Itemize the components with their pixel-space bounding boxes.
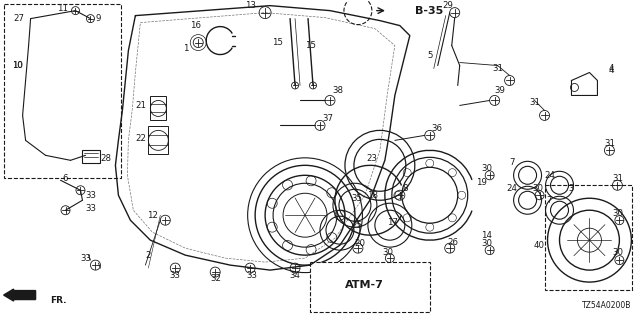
Text: 37: 37: [323, 114, 333, 123]
Text: 27: 27: [13, 14, 24, 23]
Text: 5: 5: [427, 51, 433, 60]
Text: 10: 10: [12, 61, 23, 70]
Text: 2: 2: [145, 251, 151, 260]
Text: TZ54A0200B: TZ54A0200B: [582, 301, 632, 310]
Text: 38: 38: [332, 86, 344, 95]
Text: 19: 19: [476, 178, 487, 187]
Text: 1: 1: [182, 44, 188, 53]
Text: 29: 29: [442, 1, 453, 10]
FancyArrow shape: [4, 289, 36, 301]
Text: 20: 20: [355, 239, 365, 248]
Text: B-35: B-35: [415, 6, 443, 16]
Text: 31: 31: [604, 139, 615, 148]
Text: 10: 10: [12, 61, 23, 70]
Text: 30: 30: [532, 184, 543, 193]
Text: 16: 16: [189, 21, 201, 30]
Text: 21: 21: [135, 101, 146, 110]
Text: 11: 11: [57, 4, 68, 13]
Text: 28: 28: [100, 154, 111, 163]
Text: 40: 40: [534, 241, 545, 250]
Text: 26: 26: [447, 238, 458, 247]
Text: 12: 12: [147, 211, 158, 220]
Bar: [310, 262, 430, 312]
Text: 17: 17: [387, 218, 398, 227]
Text: 22: 22: [135, 134, 146, 143]
Text: 31: 31: [492, 64, 503, 73]
Text: 4: 4: [609, 64, 614, 73]
Text: 33: 33: [170, 271, 180, 280]
Text: 4: 4: [609, 66, 614, 75]
Text: 24: 24: [544, 171, 555, 180]
Bar: [148, 126, 168, 154]
Text: 18: 18: [367, 191, 378, 200]
Text: 9: 9: [96, 14, 101, 23]
Text: 8: 8: [402, 184, 408, 193]
Text: 7: 7: [547, 196, 552, 205]
Bar: [150, 96, 166, 120]
Text: 25: 25: [351, 221, 362, 230]
Bar: [545, 185, 632, 290]
Text: 33: 33: [80, 254, 91, 263]
Text: 13: 13: [244, 1, 255, 10]
Text: 33: 33: [85, 191, 96, 200]
Bar: [83, 150, 100, 163]
Text: 32: 32: [211, 274, 221, 283]
Text: 7: 7: [509, 158, 515, 167]
Text: 30: 30: [382, 248, 394, 257]
Text: 6: 6: [63, 174, 68, 183]
Text: 30: 30: [481, 239, 492, 248]
Text: 31: 31: [529, 98, 540, 107]
Text: 14: 14: [481, 231, 492, 240]
Text: 23: 23: [366, 154, 378, 163]
Text: 36: 36: [431, 124, 442, 133]
Text: 15: 15: [305, 41, 316, 50]
Bar: [4, 4, 122, 178]
Text: 33: 33: [246, 271, 258, 280]
Text: FR.: FR.: [51, 296, 67, 305]
Text: 30: 30: [481, 164, 492, 173]
Text: 33: 33: [85, 204, 96, 213]
Text: 35: 35: [351, 194, 362, 203]
Text: 30: 30: [612, 248, 623, 257]
Text: 24: 24: [506, 184, 517, 193]
Text: 39: 39: [494, 86, 505, 95]
Text: 30: 30: [612, 209, 623, 218]
Text: 3: 3: [569, 184, 574, 193]
Text: ATM-7: ATM-7: [345, 280, 384, 290]
Text: 31: 31: [612, 174, 623, 183]
Text: 34: 34: [289, 271, 301, 280]
Text: 15: 15: [271, 38, 283, 47]
